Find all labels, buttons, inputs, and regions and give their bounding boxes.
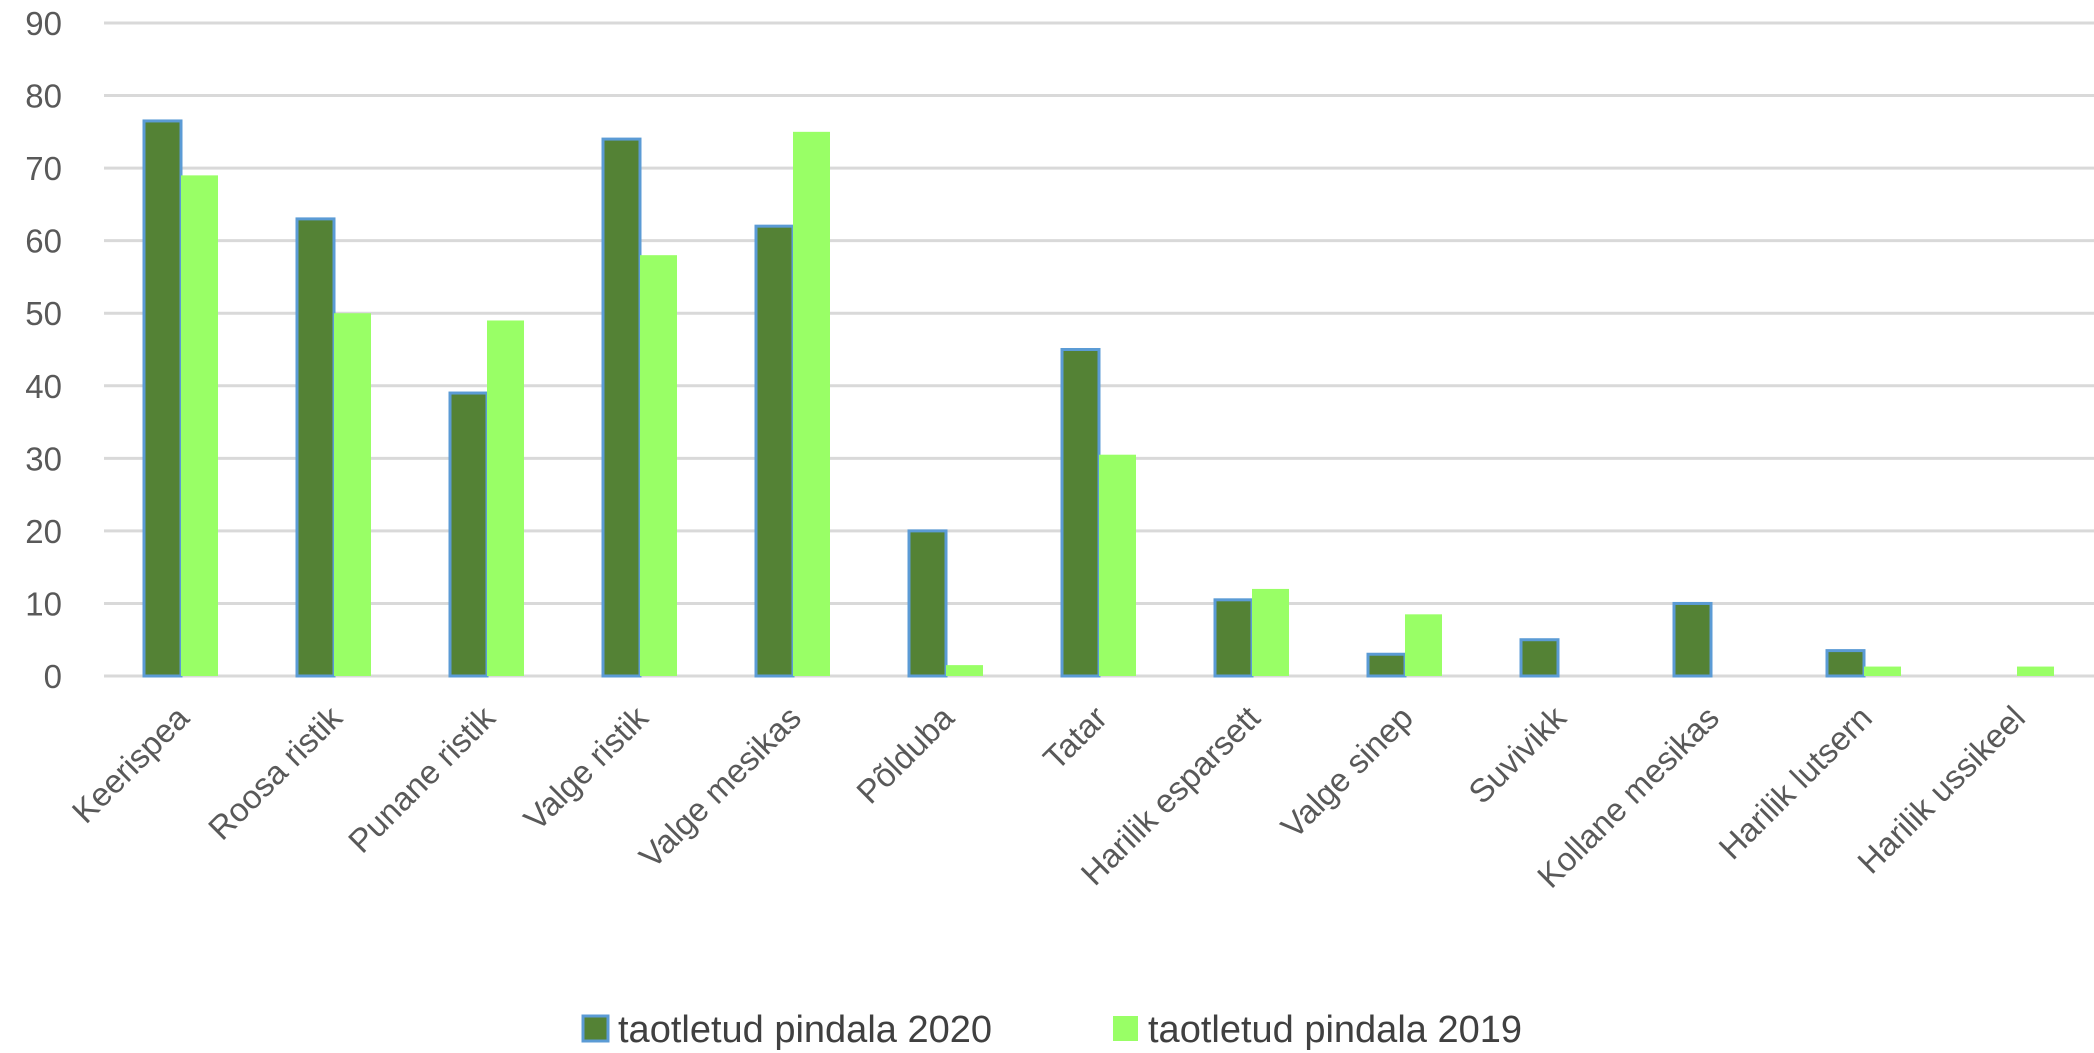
bar-2019 [640, 255, 677, 676]
x-tick-label: Valge ristik [516, 698, 655, 837]
bar-2020 [1366, 652, 1407, 678]
bar-2020 [1825, 649, 1866, 678]
bar-2019 [487, 320, 524, 676]
legend-label: taotletud pindala 2019 [1148, 1009, 1522, 1051]
y-tick-label: 90 [25, 5, 62, 42]
x-tick-label: Suvivikk [1461, 698, 1573, 810]
x-tick-label: Harilik lutsern [1711, 699, 1879, 867]
bar-2019 [1252, 588, 1289, 676]
y-tick-label: 0 [44, 658, 62, 695]
y-tick-label: 40 [25, 368, 62, 405]
bar-2020 [295, 217, 336, 678]
legend-swatch [581, 1014, 610, 1043]
bar-2019 [2017, 666, 2054, 676]
bar-2019 [946, 665, 983, 676]
legend-label: taotletud pindala 2020 [618, 1009, 992, 1051]
legend: taotletud pindala 2020 taotletud pindala … [581, 1009, 1522, 1051]
y-tick-label: 20 [25, 513, 62, 550]
bar-2020 [448, 391, 489, 678]
x-tick-label: Põlduba [849, 698, 961, 810]
bar-2019 [1405, 614, 1442, 676]
bar-2019 [1864, 666, 1901, 676]
bar-2019 [1099, 454, 1136, 676]
bar-2019 [793, 131, 830, 677]
bar-2020 [601, 137, 642, 678]
y-tick-label: 30 [25, 440, 62, 477]
bar-2020 [1213, 598, 1254, 678]
x-tick-label: Tatar [1036, 699, 1114, 777]
y-tick-label: 80 [25, 78, 62, 115]
y-tick-label: 50 [25, 295, 62, 332]
x-tick-label: Valge sinep [1274, 699, 1420, 845]
y-tick-label: 10 [25, 585, 62, 622]
bar-2020 [907, 529, 948, 678]
bar-2020 [142, 119, 183, 678]
bar-2020 [754, 224, 795, 678]
bar-2020 [1519, 638, 1560, 678]
y-tick-label: 70 [25, 150, 62, 187]
bar-2020 [1672, 601, 1713, 678]
x-tick-label: Valge mesikas [632, 699, 808, 875]
y-axis-ticks: 0 10 20 30 40 50 60 70 80 90 [25, 5, 62, 695]
x-tick-label: Keerispea [65, 698, 197, 830]
bar-2020 [1060, 348, 1101, 678]
legend-swatch [1113, 1016, 1138, 1041]
x-tick-label: Punane ristik [341, 698, 502, 859]
bars [142, 119, 2054, 678]
bar-2019 [334, 313, 371, 676]
y-tick-label: 60 [25, 223, 62, 260]
x-tick-label: Roosa ristik [201, 698, 349, 846]
bar-2019 [181, 175, 218, 676]
